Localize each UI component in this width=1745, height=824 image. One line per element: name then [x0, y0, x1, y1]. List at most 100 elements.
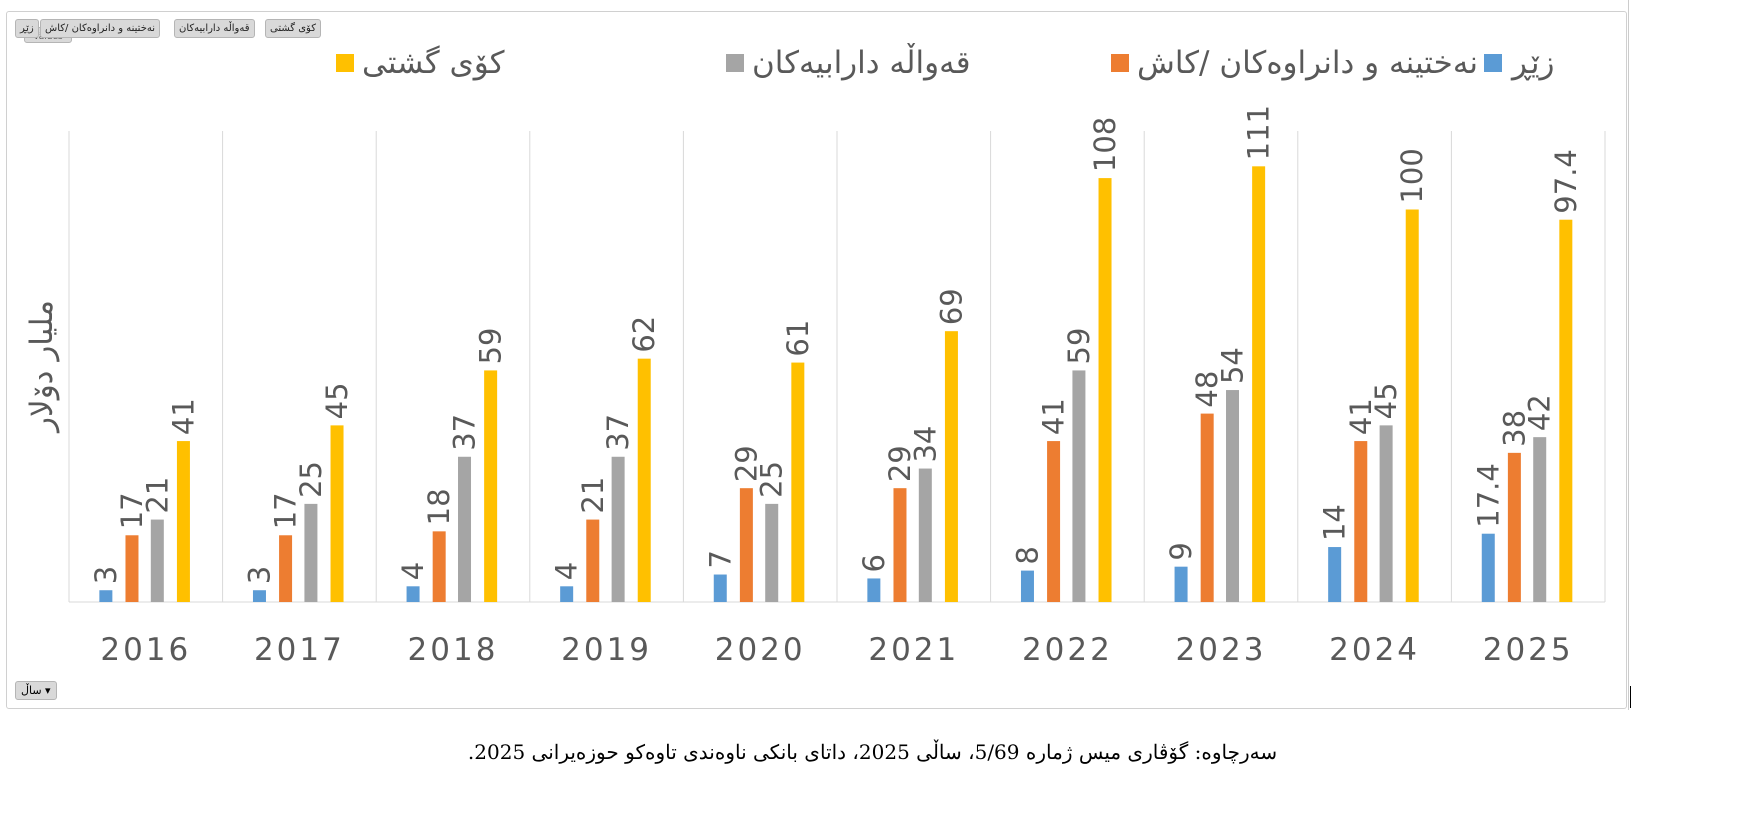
data-label: 3 — [89, 566, 123, 584]
data-label: 34 — [908, 426, 942, 463]
data-label: 18 — [422, 488, 456, 525]
legend-label: نەختینە و دانراوەکان /کاش — [1137, 45, 1478, 81]
bar — [125, 535, 139, 602]
bar — [1405, 209, 1419, 602]
data-label: 4 — [550, 562, 584, 580]
data-label: 37 — [448, 414, 482, 451]
data-label: 38 — [1497, 410, 1531, 447]
data-label: 48 — [1190, 371, 1224, 408]
legend-swatch — [726, 54, 744, 72]
data-label: 37 — [601, 414, 635, 451]
data-label: 6 — [857, 554, 891, 572]
bar — [765, 503, 779, 602]
data-label: 54 — [1216, 347, 1250, 384]
bar — [586, 519, 600, 602]
bar — [867, 578, 881, 602]
bar — [1379, 425, 1393, 602]
x-tick-label: 2025 — [1483, 632, 1574, 668]
dropdown-arrow-icon: ▾ — [41, 684, 51, 697]
data-label: 25 — [294, 461, 328, 498]
x-tick-label: 2023 — [1176, 632, 1267, 668]
bar — [458, 456, 472, 602]
data-label: 41 — [1037, 398, 1071, 435]
bar — [1226, 390, 1240, 602]
bar — [484, 370, 498, 602]
x-tick-label: 2020 — [715, 632, 806, 668]
bar — [1252, 166, 1266, 602]
field-button-total[interactable]: کۆی گشتی — [265, 19, 321, 38]
x-tick-label: 2024 — [1329, 632, 1420, 668]
x-tick-label: 2016 — [100, 632, 191, 668]
data-label: 59 — [474, 328, 508, 365]
data-label: 17 — [115, 492, 149, 529]
data-label: 9 — [1164, 542, 1198, 560]
bar — [893, 488, 907, 602]
x-tick-label: 2021 — [868, 632, 959, 668]
bar — [304, 503, 318, 602]
data-label: 61 — [781, 320, 815, 357]
legend-swatch — [1111, 54, 1129, 72]
chart-frame — [6, 11, 1627, 709]
bar — [150, 519, 164, 602]
bar — [944, 331, 958, 602]
bar — [1174, 566, 1188, 602]
bar — [1200, 413, 1214, 602]
data-label: 29 — [729, 445, 763, 482]
field-button-cash[interactable]: نەختینە و دانراوەکان /کاش — [40, 19, 161, 38]
data-label: 100 — [1395, 148, 1429, 203]
bar — [1354, 441, 1368, 602]
bar — [1559, 219, 1573, 602]
legend-label: قەواڵە دارابیەکان — [752, 43, 971, 81]
bar — [918, 468, 932, 602]
data-label: 111 — [1242, 105, 1276, 160]
bar — [1047, 441, 1061, 602]
bar — [252, 590, 266, 602]
bar — [406, 586, 420, 602]
divider — [1628, 0, 1629, 710]
data-label: 97.4 — [1549, 149, 1583, 214]
data-label: 41 — [166, 398, 200, 435]
data-label: 3 — [242, 566, 276, 584]
bar — [560, 586, 574, 602]
bar — [1020, 570, 1034, 602]
data-label: 45 — [320, 382, 354, 419]
data-label: 45 — [1369, 382, 1403, 419]
bar — [1481, 533, 1495, 602]
data-label: 21 — [140, 477, 174, 514]
bar — [432, 531, 446, 602]
data-label: 21 — [576, 477, 610, 514]
bar — [791, 362, 805, 602]
x-tick-label: 2017 — [254, 632, 345, 668]
data-label: 41 — [1344, 398, 1378, 435]
x-tick-label: 2019 — [561, 632, 652, 668]
data-label: 69 — [934, 288, 968, 325]
field-button-bonds[interactable]: قەواڵە دارابیەکان — [174, 19, 255, 38]
bar — [1533, 437, 1547, 602]
bar — [637, 358, 651, 602]
data-label: 59 — [1062, 328, 1096, 365]
y-axis-title: ملیار دۆلار — [24, 300, 60, 434]
data-label: 14 — [1318, 504, 1352, 541]
data-label: 4 — [396, 562, 430, 580]
data-label: 17.4 — [1471, 463, 1505, 528]
field-button-gold[interactable]: زێڕ — [15, 19, 39, 38]
legend-label: کۆی گشتی — [362, 45, 505, 81]
data-label: 7 — [703, 550, 737, 568]
source-caption: سەرچاوە: گۆڤاری میس ژمارە 5/69، ساڵی 202… — [467, 740, 1278, 764]
bar — [1507, 452, 1521, 602]
bar — [1072, 370, 1086, 602]
bar — [1328, 547, 1342, 602]
x-tick-label: 2018 — [408, 632, 499, 668]
legend-swatch — [336, 54, 354, 72]
bar — [279, 535, 293, 602]
data-label: 29 — [883, 445, 917, 482]
data-label: 17 — [269, 492, 303, 529]
legend-label: زێڕ — [1510, 45, 1555, 81]
axis-button-label: ساڵ — [21, 684, 42, 697]
data-label: 62 — [627, 316, 661, 353]
bar — [330, 425, 344, 602]
x-tick-label: 2022 — [1022, 632, 1113, 668]
legend-swatch — [1484, 54, 1502, 72]
year-axis-field-button[interactable]: ▾ ساڵ — [15, 681, 57, 700]
